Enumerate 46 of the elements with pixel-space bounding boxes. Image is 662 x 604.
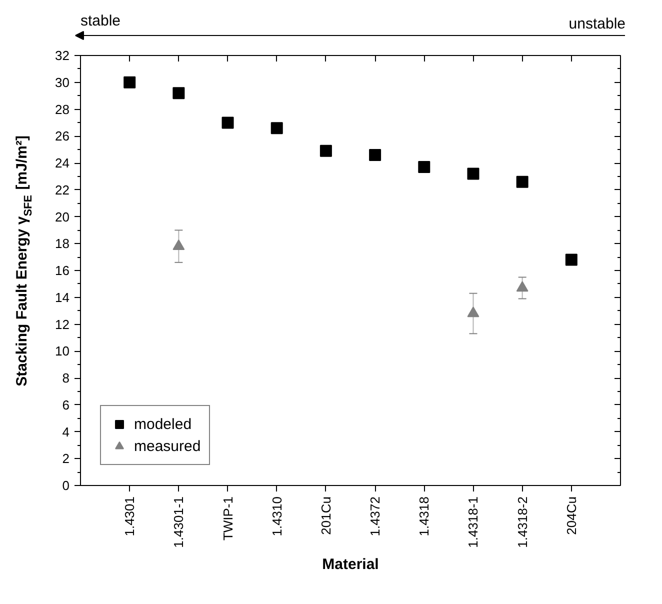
y-tick-label: 2	[62, 451, 70, 466]
point	[467, 306, 480, 318]
x-tick-label: TWIP-1	[220, 496, 236, 541]
y-tick-label: 28	[55, 102, 70, 117]
y-tick-label: 22	[55, 182, 70, 198]
y-tick-label: 30	[55, 74, 70, 90]
point	[270, 122, 283, 134]
y-axis-title: Stacking Fault Energy γSFE [mJ/m²]	[14, 136, 34, 386]
x-tick-label: 1.4318	[416, 496, 432, 536]
y-tick-label: 12	[55, 316, 70, 332]
y-tick-label: 8	[62, 370, 70, 386]
y-tick-label: 24	[55, 156, 70, 170]
point	[467, 168, 480, 180]
x-axis-title: Material	[322, 556, 379, 573]
x-tick-label: 1.4310	[269, 496, 284, 536]
text: unstable	[568, 16, 626, 32]
point	[369, 148, 382, 161]
point	[172, 239, 185, 250]
x-tick-label: 204Cu	[564, 496, 579, 535]
y-tick-label: 20	[55, 209, 70, 224]
point	[222, 116, 234, 129]
point	[516, 281, 528, 292]
text: stable	[80, 12, 121, 30]
y-tick-label: 16	[55, 263, 70, 278]
x-tick-label: 1.4372	[368, 496, 383, 536]
y-tick-label: 18	[55, 236, 70, 252]
y-tick-label: 6	[62, 397, 70, 412]
x-tick-label: 1.4318-2	[514, 496, 530, 548]
x-tick-label: 1.4318-1	[466, 496, 481, 548]
point	[124, 76, 136, 88]
point	[418, 161, 430, 174]
y-tick-label: 26	[55, 128, 70, 144]
legend-label: modeled	[134, 416, 192, 432]
y-tick-label: 14	[55, 290, 70, 305]
point	[516, 176, 528, 188]
y-tick-label: 10	[55, 344, 70, 359]
point	[320, 144, 332, 157]
y-tick-label: 32	[55, 48, 70, 63]
point	[172, 87, 185, 100]
y-tick-label: 4	[62, 424, 70, 440]
legend-label: measured	[134, 438, 201, 454]
x-tick-label: 1.4301-1	[171, 496, 186, 548]
x-tick-label: 201Cu	[318, 496, 334, 535]
x-tick-label: 1.4301	[122, 496, 138, 536]
y-tick-label: 0	[62, 478, 70, 493]
point	[565, 254, 578, 266]
